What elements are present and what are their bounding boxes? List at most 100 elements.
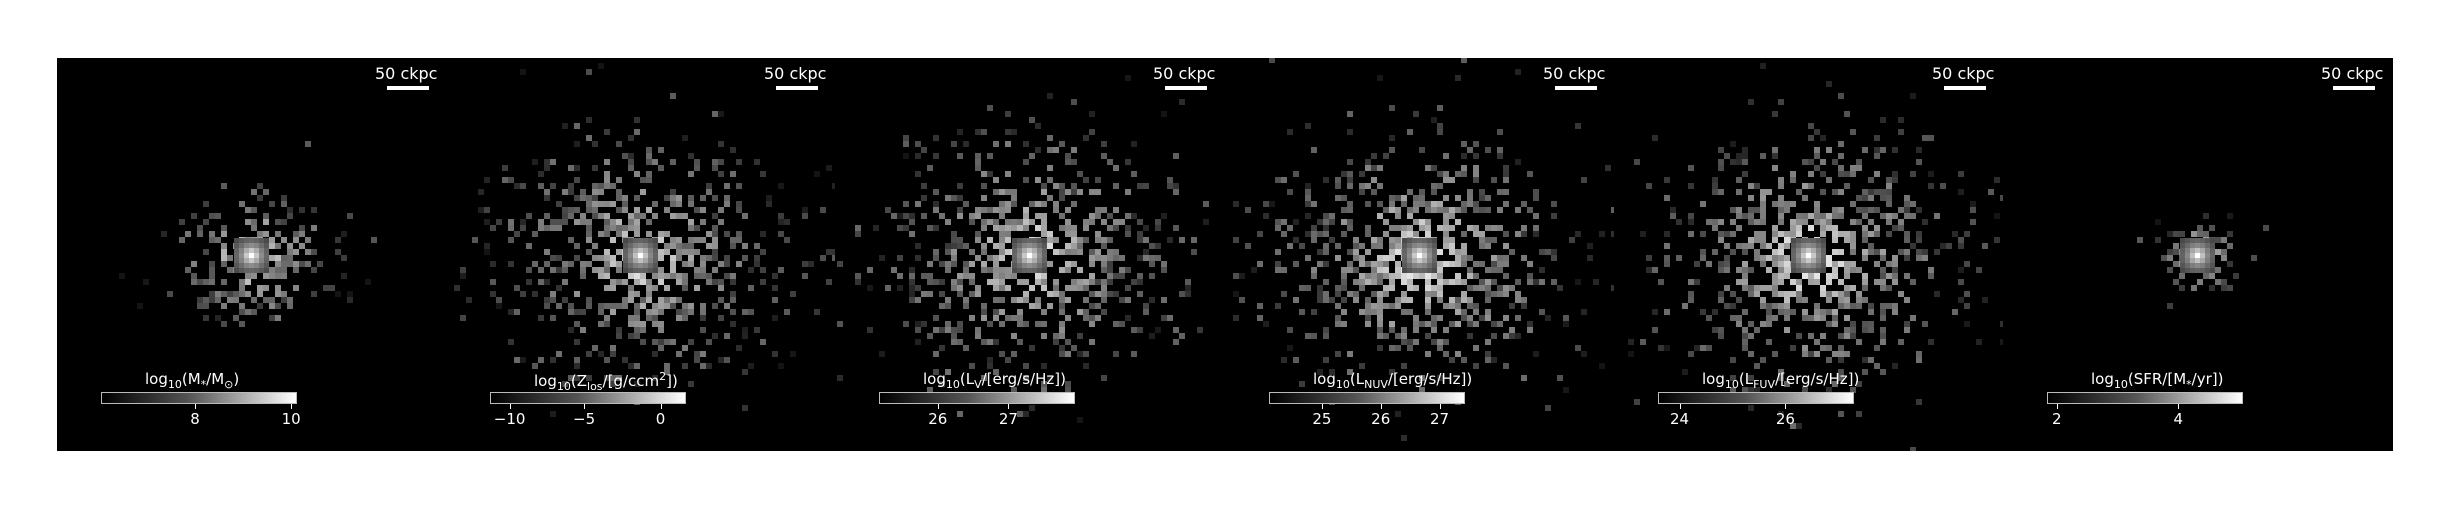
map-pixel (1101, 255, 1107, 261)
colorbar-title-body-sub: * (200, 378, 207, 391)
map-pixel (1760, 189, 1766, 195)
map-pixel (658, 255, 664, 261)
map-pixel (712, 111, 718, 117)
map-core-pixel (623, 268, 628, 273)
map-core-pixel (1042, 268, 1047, 273)
map-pixel (1742, 279, 1748, 285)
map-pixel (245, 279, 251, 285)
map-pixel (1724, 261, 1730, 267)
map-pixel (1898, 291, 1904, 297)
map-pixel (347, 291, 353, 297)
map-pixel (664, 273, 670, 279)
map-pixel (347, 297, 353, 303)
map-pixel (1491, 279, 1497, 285)
map-pixel (676, 201, 682, 207)
map-pixel (1778, 261, 1784, 267)
map-pixel (137, 303, 143, 309)
map-pixel (1419, 195, 1425, 201)
map-pixel (664, 231, 670, 237)
map-pixel (873, 225, 879, 231)
map-pixel (1281, 177, 1287, 183)
map-pixel (993, 225, 999, 231)
map-pixel (544, 165, 550, 171)
map-pixel (1790, 177, 1796, 183)
map-pixel (987, 237, 993, 243)
map-pixel (999, 243, 1005, 249)
map-core-pixel (1032, 238, 1037, 243)
map-pixel (664, 369, 670, 375)
map-pixel (610, 219, 616, 225)
scale-label: 50 ckpc (764, 64, 827, 83)
map-pixel (1503, 285, 1509, 291)
map-pixel (1880, 267, 1886, 273)
map-pixel (1143, 183, 1149, 189)
map-pixel (335, 237, 341, 243)
map-pixel (1281, 267, 1287, 273)
map-pixel (1730, 249, 1736, 255)
map-pixel (1413, 111, 1419, 117)
colorbar-title: log10(LNUV/[erg/s/Hz]) (1313, 370, 1472, 391)
map-core-pixel (259, 253, 264, 258)
map-pixel (616, 207, 622, 213)
map-pixel (1820, 189, 1826, 195)
map-pixel (1365, 261, 1371, 267)
map-pixel (1401, 297, 1407, 303)
map-pixel (1778, 309, 1784, 315)
map-pixel (1754, 219, 1760, 225)
map-pixel (1089, 255, 1095, 261)
map-pixel (1730, 141, 1736, 147)
map-pixel (1401, 273, 1407, 279)
colorbar-title-sub: 10 (1724, 378, 1739, 391)
map-pixel (1778, 375, 1784, 381)
map-pixel (700, 237, 706, 243)
map-pixel (1395, 411, 1401, 417)
colorbar-title-body: (SFR/[M (2127, 370, 2187, 388)
map-core-pixel (1032, 268, 1037, 273)
map-pixel (1101, 297, 1107, 303)
map-pixel (1784, 291, 1790, 297)
map-pixel (1275, 303, 1281, 309)
map-pixel (263, 273, 269, 279)
map-pixel (1083, 309, 1089, 315)
map-pixel (628, 273, 634, 279)
map-core-pixel (1412, 268, 1417, 273)
map-pixel (1904, 231, 1910, 237)
map-core-pixel (1811, 258, 1816, 263)
map-pixel (1467, 285, 1473, 291)
map-pixel (1017, 225, 1023, 231)
map-pixel (1760, 261, 1766, 267)
map-pixel (1814, 303, 1820, 309)
map-pixel (909, 291, 915, 297)
map-pixel (1491, 255, 1497, 261)
map-pixel (1455, 321, 1461, 327)
map-core-pixel (1816, 238, 1821, 243)
map-pixel (1748, 405, 1754, 411)
map-pixel (909, 213, 915, 219)
map-pixel (1089, 339, 1095, 345)
map-core-pixel (1027, 268, 1032, 273)
map-pixel (1383, 261, 1389, 267)
map-core-pixel (1806, 243, 1811, 248)
map-pixel (1473, 171, 1479, 177)
map-core-pixel (1027, 243, 1032, 248)
map-pixel (724, 357, 730, 363)
map-pixel (778, 219, 784, 225)
map-pixel (520, 219, 526, 225)
map-core-pixel (1042, 243, 1047, 248)
map-pixel (1425, 219, 1431, 225)
map-pixel (251, 309, 257, 315)
map-pixel (1281, 357, 1287, 363)
map-pixel (1994, 213, 2000, 219)
map-pixel (1353, 267, 1359, 273)
map-pixel (1832, 315, 1838, 321)
map-pixel (1718, 261, 1724, 267)
map-pixel (1874, 171, 1880, 177)
map-pixel (1844, 111, 1850, 117)
map-pixel (1724, 243, 1730, 249)
map-pixel (981, 219, 987, 225)
map-pixel (634, 195, 640, 201)
map-pixel (203, 279, 209, 285)
map-core-pixel (1402, 248, 1407, 253)
map-pixel (1071, 147, 1077, 153)
map-core-pixel (1806, 248, 1811, 253)
